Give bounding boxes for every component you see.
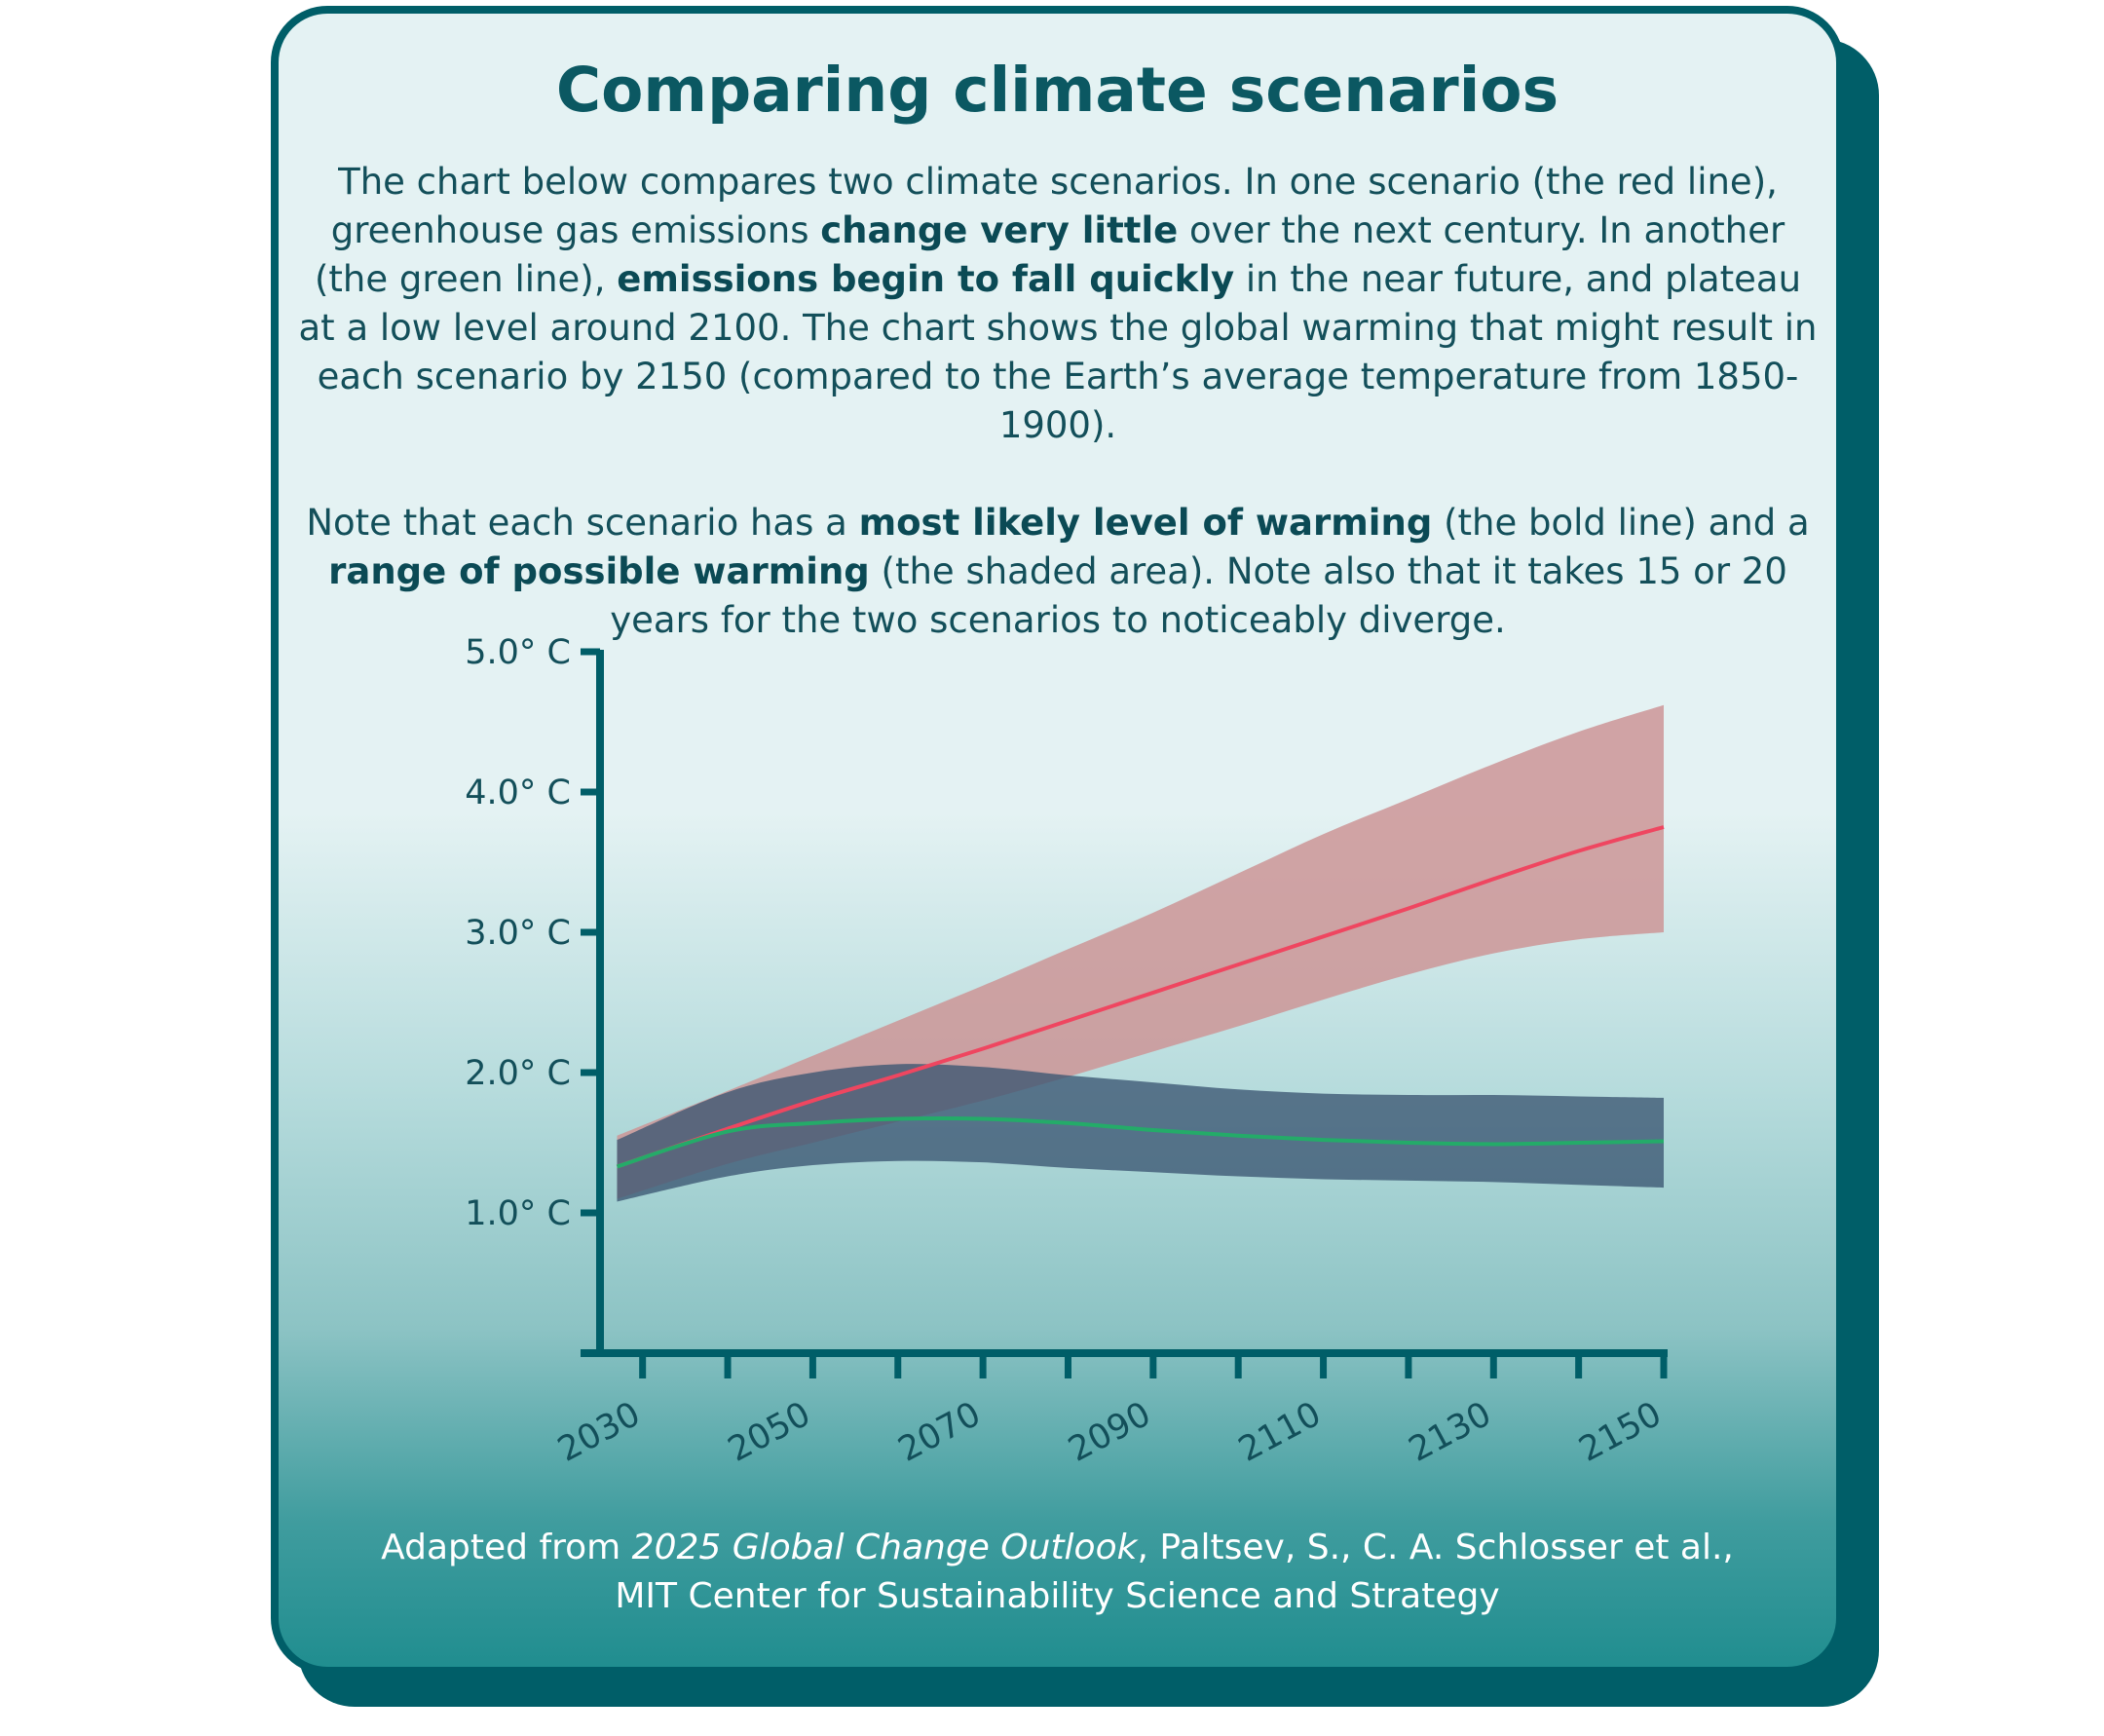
infographic-card: Comparing climate scenarios The chart be… <box>271 6 1844 1675</box>
intro-text-segment: (the bold line) and a <box>1432 502 1810 544</box>
source-credit: Adapted from 2025 Global Change Outlook,… <box>279 1524 1836 1621</box>
page-title: Comparing climate scenarios <box>555 55 1559 126</box>
emphasis-range: range of possible warming <box>328 550 870 592</box>
x-tick-label: 2050 <box>722 1395 816 1470</box>
intro-text: The chart below compares two climate sce… <box>298 158 1818 681</box>
intro-paragraph-2: Note that each scenario has a most likel… <box>298 499 1818 645</box>
x-tick-label: 2070 <box>892 1395 987 1470</box>
intro-paragraph-1: The chart below compares two climate sce… <box>298 158 1818 450</box>
x-tick-label: 2150 <box>1573 1395 1668 1470</box>
intro-text-segment: Note that each scenario has a <box>306 502 859 544</box>
credit-authors: , Paltsev, S., C. A. Schlosser et al., <box>1137 1528 1734 1567</box>
green-range-band <box>617 1064 1665 1202</box>
y-tick-label: 5.0° C <box>465 633 571 672</box>
intro-text-segment: The chart below compares two climate sce… <box>330 161 1778 251</box>
x-tick-label: 2110 <box>1232 1395 1327 1470</box>
warming-chart: 1.0° C 2.0° C 3.0° C 4.0° C 5.0° C 2030 2050 20… <box>465 633 1668 1470</box>
emphasis-most-likely: most likely level of warming <box>858 502 1433 544</box>
credit-organization: MIT Center for Sustainability Science an… <box>615 1576 1500 1616</box>
y-tick-label: 1.0° C <box>465 1194 571 1233</box>
y-tick-label: 4.0° C <box>465 774 571 812</box>
x-tick-label: 2030 <box>551 1395 646 1470</box>
emphasis-change-very-little: change very little <box>820 209 1179 251</box>
credit-prefix: Adapted from <box>381 1528 632 1567</box>
credit-work-title: 2025 Global Change Outlook <box>631 1528 1138 1567</box>
intro-text-segment: (the shaded area). Note also that it tak… <box>610 550 1787 641</box>
green-median-line <box>616 1115 1665 1169</box>
emphasis-emissions-fall: emissions begin to fall quickly <box>617 258 1235 300</box>
y-tick-label: 3.0° C <box>465 914 571 953</box>
credit-line-1: Adapted from 2025 Global Change Outlook,… <box>279 1524 1836 1572</box>
intro-text-segment: in the near future, and plateau at a low… <box>298 258 1818 446</box>
x-tick-label: 2090 <box>1063 1395 1157 1470</box>
x-tick-label: 2130 <box>1403 1395 1497 1470</box>
red-median-line <box>616 825 1665 1169</box>
intro-text-segment: over the next century. In another (the g… <box>314 209 1785 300</box>
y-tick-label: 2.0° C <box>465 1054 571 1093</box>
